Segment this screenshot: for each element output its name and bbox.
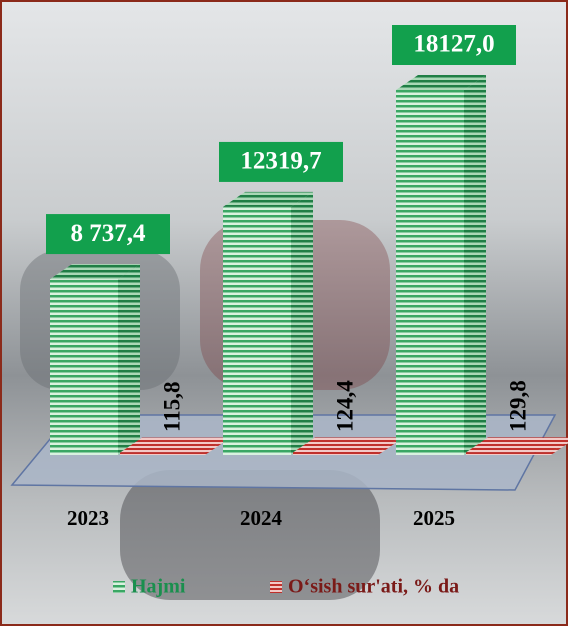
bar-top [50, 264, 140, 280]
bar [50, 264, 140, 455]
bar [293, 437, 400, 455]
legend-marker [113, 581, 125, 593]
value-label: 18127,0 [413, 31, 494, 58]
bar-top [396, 75, 486, 90]
value-label-box [219, 141, 343, 182]
value-label-box [46, 214, 170, 255]
bar [120, 437, 227, 455]
bar-front [223, 206, 291, 455]
bar [223, 191, 313, 456]
value-label: 124,4 [332, 380, 357, 432]
value-label: 115,8 [159, 382, 184, 432]
legend-label: Hajmi [131, 576, 186, 598]
bar-top [223, 191, 313, 207]
bar-front [293, 452, 378, 455]
value-label-box [392, 25, 516, 65]
bar-side [551, 440, 568, 455]
bar-side [118, 264, 140, 455]
bar [396, 75, 486, 455]
bar-front [50, 279, 118, 455]
value-label: 12319,7 [240, 148, 321, 175]
bar-front [396, 90, 464, 455]
bar-top [466, 437, 568, 453]
bar-side [378, 437, 400, 455]
legend-label: O‘sish sur'ati, % da [288, 576, 459, 598]
bar-side [291, 191, 313, 456]
bar-front [120, 452, 205, 455]
legend-marker [270, 581, 282, 593]
bar [466, 437, 568, 455]
x-tick-label: 2025 [413, 506, 455, 530]
legend: Hajmi O‘sish sur'ati, % da [113, 576, 459, 598]
x-tick-label: 2023 [67, 506, 109, 530]
bar-front [466, 452, 551, 455]
value-label: 129,8 [505, 380, 530, 432]
bar-top [293, 437, 400, 453]
bar-side [205, 437, 227, 455]
value-label: 8 737,4 [71, 220, 147, 247]
bar-side [464, 75, 486, 455]
background-car [120, 470, 380, 600]
bar-top [120, 437, 227, 453]
x-tick-label: 2024 [240, 506, 283, 530]
